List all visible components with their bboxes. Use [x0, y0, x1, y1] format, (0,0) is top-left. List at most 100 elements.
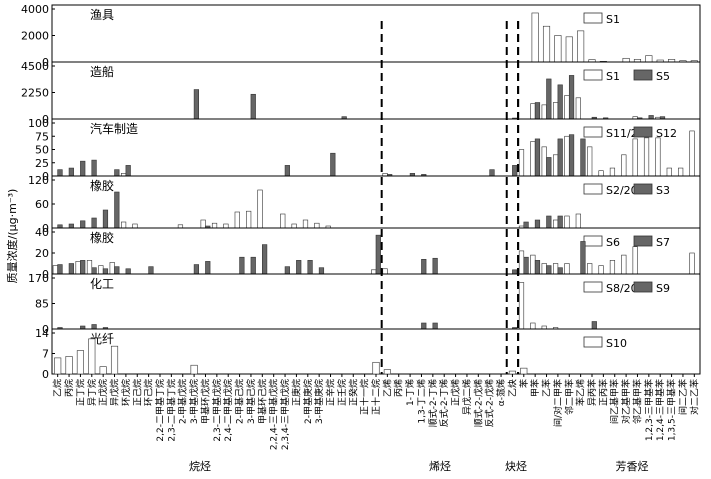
- bar: [554, 35, 562, 63]
- x-tick-label: 1,2,3-三甲基苯: [643, 379, 655, 441]
- bar: [193, 264, 200, 275]
- y-tick-label: 0: [42, 56, 49, 69]
- legend-swatch: [633, 235, 653, 247]
- legend-swatch: [583, 126, 603, 138]
- x-tick-label: 顺式-2-丁烯: [427, 379, 439, 427]
- bar: [211, 222, 218, 229]
- x-tick-label: 2,3,4-三甲基戊烷: [279, 379, 291, 450]
- legend-label: S8/20: [606, 282, 638, 295]
- legend-label: S7: [656, 236, 670, 249]
- legend-label: S2/20: [606, 184, 638, 197]
- x-tick-label: 丙烯: [393, 379, 405, 397]
- bar: [564, 135, 570, 177]
- bar: [508, 370, 516, 375]
- x-tick-label: 正癸烷: [347, 379, 359, 406]
- x-tick-label: 2-甲基己烷: [234, 379, 246, 424]
- bar: [541, 104, 547, 120]
- x-tick-label: 1,3-丁二烯: [415, 379, 427, 424]
- bar: [689, 252, 695, 275]
- panel-title: 汽车制造: [90, 121, 138, 136]
- legend-swatch: [583, 183, 603, 195]
- bar: [575, 97, 581, 120]
- bar: [534, 260, 541, 275]
- bar: [552, 154, 559, 177]
- y-axis-label: 质量浓度/(μg·m⁻³): [5, 189, 19, 284]
- bar: [257, 189, 263, 229]
- x-tick-label: 间乙基甲苯: [609, 379, 621, 424]
- bar: [421, 258, 427, 275]
- bar: [534, 102, 541, 120]
- bar: [580, 138, 586, 177]
- x-tick-label: 甲基环己烷: [256, 379, 268, 424]
- bar: [432, 257, 438, 275]
- bar: [530, 254, 536, 275]
- panel-4: 橡胶 0 20 40 S6 S7: [35, 226, 701, 281]
- y-tick-label: 0: [42, 268, 49, 281]
- y-tick-label: 4500: [21, 60, 49, 73]
- bar: [114, 169, 120, 177]
- bar: [86, 260, 93, 275]
- legend-swatch: [583, 69, 603, 81]
- bar: [577, 30, 585, 63]
- y-tick-label: 0: [42, 323, 49, 336]
- panel-frame: [51, 175, 701, 229]
- y-tick-label: 2000: [21, 30, 49, 43]
- panel-0: 渔具 0 2000 4000 S1: [21, 3, 701, 69]
- bar: [518, 282, 525, 330]
- x-tick-label: 环戊烷: [120, 379, 132, 406]
- x-tick-label: 正戊烯: [450, 379, 462, 406]
- legend-swatch: [583, 235, 603, 247]
- bar: [557, 138, 563, 177]
- bar: [76, 350, 84, 375]
- y-tick-label: 0: [42, 113, 49, 126]
- x-tick-label: 2-甲基庚烷: [302, 379, 314, 424]
- y-tick-label: 50: [35, 144, 49, 157]
- x-tick-label: 正丁烷: [74, 379, 86, 406]
- y-tick-label: 100: [28, 117, 49, 130]
- x-tick-label: 正十二烷: [370, 379, 382, 415]
- bar: [91, 159, 97, 177]
- legend-label: S12: [656, 127, 677, 140]
- bar: [689, 130, 695, 177]
- bar: [80, 220, 86, 229]
- y-tick-label: 40: [35, 226, 49, 239]
- y-tick-label: 85: [35, 298, 49, 311]
- bar: [643, 137, 650, 177]
- bar: [598, 170, 604, 177]
- bar: [530, 103, 536, 120]
- x-tick-label: 苯乙烯: [575, 379, 587, 406]
- bar: [542, 25, 551, 63]
- x-tick-label: 1,2,4-三甲基苯: [654, 379, 666, 441]
- legend-label: S10: [606, 337, 627, 350]
- x-tick-label: 甲苯: [529, 379, 541, 397]
- bar: [523, 221, 529, 229]
- bar: [632, 138, 638, 177]
- panel-frame: [51, 118, 701, 177]
- x-tick-label: 甲基环戊烷: [199, 379, 211, 424]
- bar: [52, 265, 58, 275]
- x-tick-label: 3-甲基己烷: [245, 379, 257, 424]
- bar: [546, 215, 552, 229]
- x-tick-label: 正壬烷: [336, 379, 348, 406]
- bar: [666, 167, 672, 177]
- x-tick-label: 间二乙苯: [677, 379, 689, 415]
- bar: [489, 169, 495, 177]
- legend-swatch: [633, 281, 653, 293]
- bar: [239, 256, 245, 275]
- y-tick-label: 20: [35, 247, 49, 260]
- bar: [91, 217, 97, 229]
- bar: [557, 84, 563, 120]
- panel-frame: [51, 4, 701, 63]
- bar: [296, 260, 302, 275]
- legend-label: S6: [606, 236, 620, 249]
- bar: [587, 263, 593, 275]
- bar: [534, 219, 541, 229]
- legend-swatch: [583, 336, 603, 348]
- bar: [80, 160, 86, 177]
- bar: [280, 213, 286, 229]
- bar: [520, 367, 528, 375]
- panel-title: 橡胶: [90, 230, 114, 245]
- bar: [99, 366, 107, 375]
- y-tick-label: 170: [28, 272, 49, 285]
